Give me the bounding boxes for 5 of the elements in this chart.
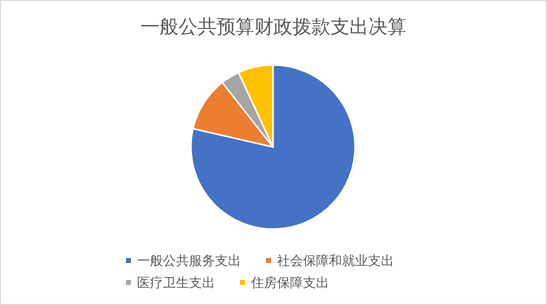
legend-label: 住房保障支出: [250, 275, 329, 290]
chart-title: 一般公共预算财政拨款支出决算: [140, 17, 406, 38]
legend-label: 医疗卫生支出: [137, 275, 215, 290]
legend-label: 一般公共服务支出: [137, 253, 241, 268]
legend-label: 社会保障和就业支出: [277, 253, 394, 268]
